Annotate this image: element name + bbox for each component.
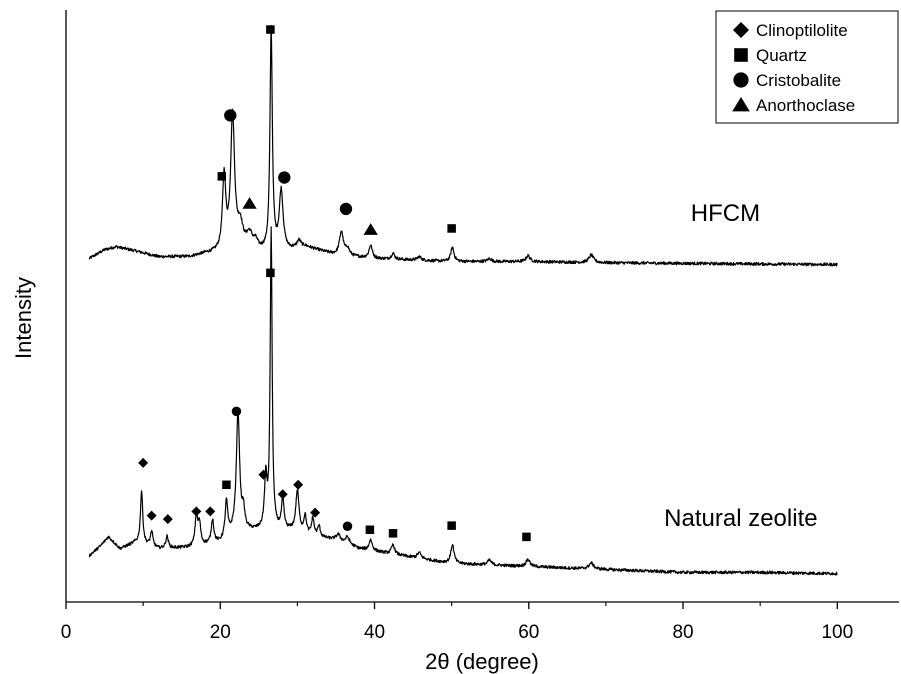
x-axis-ticks: 0 20 40 60 80 100	[61, 602, 853, 643]
legend-label-clinoptilolite: Clinoptilolite	[756, 21, 848, 40]
legend-label-anorthoclase: Anorthoclase	[756, 96, 855, 115]
marker-quartz-natural-zeolite-21	[365, 525, 375, 535]
series-labels: HFCM Natural zeolite	[664, 200, 817, 532]
marker-clinoptilolite-natural-zeolite-10	[138, 457, 149, 468]
marker-cristobalite-hfcm-4	[278, 171, 291, 184]
marker-cristobalite-natural-zeolite-20	[342, 521, 353, 531]
series-line-natural-zeolite	[88, 226, 838, 576]
phase-markers	[138, 25, 531, 542]
marker-clinoptilolite-natural-zeolite-19	[310, 507, 321, 518]
marker-cristobalite-hfcm-1	[224, 109, 237, 122]
legend-clinoptilolite-diamond-icon	[733, 22, 749, 38]
legend-quartz-square-icon	[734, 48, 748, 62]
y-axis-label: Intensity	[11, 277, 36, 359]
marker-quartz-hfcm-3	[266, 25, 275, 34]
x-tick-label-0: 0	[61, 622, 72, 643]
x-tick-label-20: 20	[210, 622, 231, 643]
marker-quartz-natural-zeolite-24	[522, 532, 531, 542]
marker-cristobalite-natural-zeolite-9	[231, 406, 242, 417]
marker-clinoptilolite-natural-zeolite-11	[146, 510, 157, 521]
marker-clinoptilolite-natural-zeolite-18	[293, 479, 304, 490]
marker-anorthoclase-hfcm-2	[242, 197, 257, 209]
marker-quartz-natural-zeolite-15	[222, 480, 231, 490]
marker-clinoptilolite-natural-zeolite-13	[191, 506, 202, 517]
marker-quartz-natural-zeolite-8	[266, 268, 275, 278]
marker-cristobalite-hfcm-5	[339, 202, 353, 216]
marker-quartz-hfcm-7	[447, 224, 456, 233]
marker-quartz-natural-zeolite-23	[447, 521, 456, 530]
marker-clinoptilolite-natural-zeolite-12	[162, 514, 173, 525]
x-tick-label-80: 80	[672, 622, 693, 643]
legend-anorthoclase-triangle-icon	[732, 97, 750, 112]
legend-label-quartz: Quartz	[756, 46, 807, 65]
legend-label-cristobalite: Cristobalite	[756, 71, 841, 90]
marker-quartz-natural-zeolite-22	[388, 529, 398, 538]
x-tick-label-60: 60	[518, 622, 539, 643]
x-tick-label-100: 100	[821, 622, 853, 643]
series-label-natural-zeolite: Natural zeolite	[664, 505, 817, 532]
marker-quartz-hfcm-0	[217, 172, 227, 181]
series-label-hfcm: HFCM	[691, 200, 760, 227]
x-tick-label-40: 40	[364, 622, 385, 643]
x-axis-label: 2θ (degree)	[425, 649, 539, 674]
legend: Clinoptilolite Quartz Cristobalite Anorthoc…	[715, 10, 899, 124]
series-line-hfcm	[88, 24, 838, 267]
marker-anorthoclase-hfcm-6	[363, 223, 378, 235]
marker-clinoptilolite-natural-zeolite-14	[205, 506, 216, 517]
marker-clinoptilolite-natural-zeolite-16	[258, 469, 269, 480]
series-lines	[88, 24, 838, 576]
legend-cristobalite-circle-icon	[733, 72, 749, 88]
marker-clinoptilolite-natural-zeolite-17	[277, 489, 288, 500]
